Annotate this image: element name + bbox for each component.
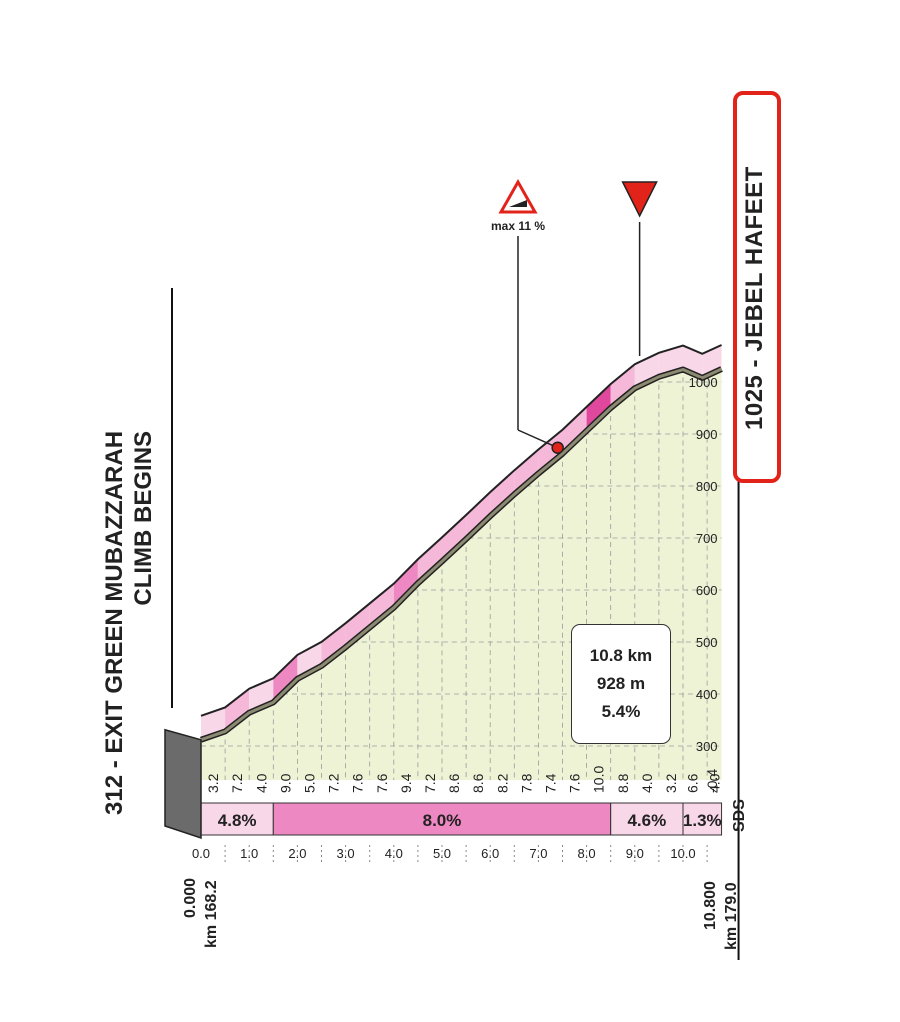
- segment-gradient-label: 7.2: [422, 773, 438, 793]
- start-distance-label: 0.000: [182, 878, 199, 918]
- x-tick-label: 8.0: [578, 846, 596, 861]
- segment-gradient-label: 6.6: [685, 773, 701, 793]
- x-tick-label: 5.0: [433, 846, 451, 861]
- x-tick-label: 7.0: [529, 846, 547, 861]
- max-gradient-icon: [498, 178, 538, 214]
- section-bar: [272, 802, 612, 836]
- segment-gradient-label: 7.6: [374, 773, 390, 793]
- road-line: [200, 367, 723, 742]
- start-block: [164, 728, 202, 840]
- stat-distance: 10.8 km: [589, 646, 653, 665]
- segment-gradient-label: 3.2: [205, 773, 221, 793]
- summit-badge: [733, 91, 781, 483]
- y-tick-label: 700: [696, 531, 718, 546]
- gradient-band: [466, 492, 491, 540]
- start-km-label: km 168.2: [203, 880, 220, 948]
- segment-gradient-label: 4.0: [706, 773, 722, 793]
- gradient-band: [225, 688, 250, 732]
- climb-stats-box: 10.8 km 928 m 5.4%: [571, 624, 671, 744]
- section-bar: [610, 802, 684, 836]
- y-tick-label: 400: [696, 687, 718, 702]
- start-location-label: 312 - EXIT GREEN MUBAZZARAH CLIMB BEGINS: [100, 431, 158, 815]
- profile-top-outline: [200, 344, 722, 717]
- gradient-band: [321, 623, 346, 666]
- segment-gradient-label: 4.0: [639, 773, 655, 793]
- y-tick-label: 800: [696, 479, 718, 494]
- gradient-band: [562, 406, 587, 454]
- finish-distance-label: 10.800: [702, 881, 719, 930]
- segment-gradient-label: -0.4: [704, 769, 720, 793]
- max-gradient-icon-slope: [509, 200, 527, 207]
- gradient-band: [490, 470, 515, 517]
- segment-gradient-label: 8.6: [446, 773, 462, 793]
- gradient-band: [297, 641, 322, 679]
- y-tick-label: 900: [696, 427, 718, 442]
- y-tick-label: 600: [696, 583, 718, 598]
- y-tick-label: 1000: [689, 375, 718, 390]
- segment-gradient-label: 4.0: [253, 773, 269, 793]
- max-gradient-label: max 11 %: [491, 219, 545, 233]
- gradient-band: [586, 384, 611, 431]
- x-tick-label: 0.0: [192, 846, 210, 861]
- x-tick-label: 3.0: [337, 846, 355, 861]
- section-bar: [200, 802, 274, 836]
- segment-gradient-label: 8.2: [494, 773, 510, 793]
- gradient-band: [514, 449, 539, 495]
- max-gradient-point: [551, 441, 564, 454]
- section-gradient-label: 1.3%: [683, 811, 722, 830]
- segment-gradient-label: 10.0: [591, 766, 607, 793]
- segment-gradient-label: 7.6: [350, 773, 366, 793]
- y-tick-label: 300: [696, 739, 718, 754]
- section-bar: [682, 802, 723, 836]
- segment-gradient-label: 9.0: [277, 773, 293, 793]
- x-tick-label: 9.0: [626, 846, 644, 861]
- x-tick-label: 6.0: [481, 846, 499, 861]
- x-tick-label: 10.0: [670, 846, 695, 861]
- section-gradient-label: 8.0%: [423, 811, 462, 830]
- segment-gradient-label: 7.2: [229, 773, 245, 793]
- segment-gradient-label: 7.4: [542, 773, 558, 793]
- y-tick-label: 500: [696, 635, 718, 650]
- summit-name: 1025 - JEBEL HAFEET: [741, 166, 768, 430]
- segment-gradient-label: 7.2: [326, 773, 342, 793]
- section-gradient-label: 4.8%: [218, 811, 257, 830]
- gradient-band: [417, 537, 442, 584]
- max-gradient-leader: [517, 429, 558, 449]
- section-gradient-label: 4.6%: [627, 811, 666, 830]
- gradient-band: [273, 654, 298, 703]
- segment-gradient-label: 5.0: [301, 773, 317, 793]
- finish-km-label: km 179.0: [723, 882, 740, 950]
- segment-gradient-label: 7.8: [518, 773, 534, 793]
- gradient-band: [610, 364, 635, 408]
- x-tick-label: 4.0: [385, 846, 403, 861]
- stat-elevation-gain: 928 m: [596, 674, 646, 693]
- stat-avg-gradient: 5.4%: [601, 702, 641, 721]
- segment-gradient-label: 8.8: [615, 773, 631, 793]
- summit-marker-icon: [621, 181, 658, 218]
- segment-gradient-label: 8.6: [470, 773, 486, 793]
- x-tick-label: 1.0: [240, 846, 258, 861]
- segment-gradient-label: 7.6: [567, 773, 583, 793]
- sds-label: SDS: [731, 799, 748, 832]
- segment-gradient-label: 3.2: [663, 773, 679, 793]
- gradient-band: [369, 583, 394, 628]
- start-name-line1: 312 - EXIT GREEN MUBAZZARAH: [101, 430, 128, 815]
- gradient-band: [442, 515, 467, 562]
- gradient-band: [538, 429, 563, 474]
- x-tick-label: 2.0: [288, 846, 306, 861]
- gradient-band: [393, 559, 418, 608]
- segment-gradient-label: 9.4: [398, 773, 414, 793]
- start-name-line2: CLIMB BEGINS: [130, 430, 157, 606]
- gradient-band: [345, 603, 370, 648]
